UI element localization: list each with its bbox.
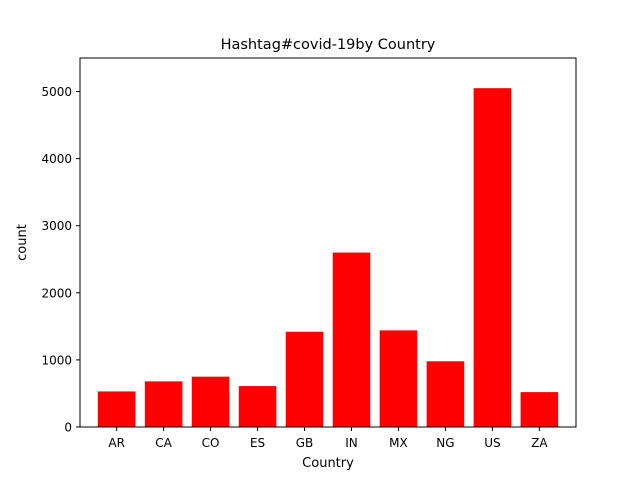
x-axis: AR CA CO ES GB IN MX NG US ZA: [108, 427, 548, 450]
y-tick-label: 0: [64, 421, 72, 435]
bar-za: [520, 392, 559, 427]
x-tick-label: CO: [202, 436, 220, 450]
bar-ng: [426, 361, 465, 427]
x-tick-label: US: [484, 436, 500, 450]
bar-es: [238, 386, 277, 427]
y-tick-label: 2000: [41, 286, 72, 300]
y-axis-label: count: [15, 224, 30, 261]
x-tick-label: AR: [108, 436, 125, 450]
bars: [97, 88, 559, 427]
x-tick-label: GB: [296, 436, 314, 450]
y-tick-label: 4000: [41, 152, 72, 166]
x-tick-label: NG: [436, 436, 454, 450]
y-tick-label: 1000: [41, 353, 72, 367]
bar-ar: [97, 391, 136, 427]
y-tick-label: 3000: [41, 219, 72, 233]
bar-co: [191, 376, 230, 427]
x-tick-label: ES: [250, 436, 265, 450]
bar-in: [332, 252, 371, 427]
bar-gb: [285, 331, 324, 427]
y-axis: 0 1000 2000 3000 4000 5000: [41, 85, 80, 435]
bar-ca: [144, 381, 183, 427]
bar-mx: [379, 330, 418, 427]
axes-frame: [79, 57, 577, 428]
x-tick-label: IN: [345, 436, 358, 450]
plot-area: 0 1000 2000 3000 4000 5000 AR CA CO ES GB IN MX NG US…: [41, 57, 577, 450]
x-tick-label: MX: [389, 436, 408, 450]
x-tick-label: ZA: [531, 436, 548, 450]
chart-title: Hashtag#covid-19by Country: [221, 37, 436, 53]
bar-us: [473, 88, 512, 427]
x-tick-label: CA: [155, 436, 172, 450]
x-axis-label: Country: [302, 456, 354, 471]
y-tick-label: 5000: [41, 85, 72, 99]
